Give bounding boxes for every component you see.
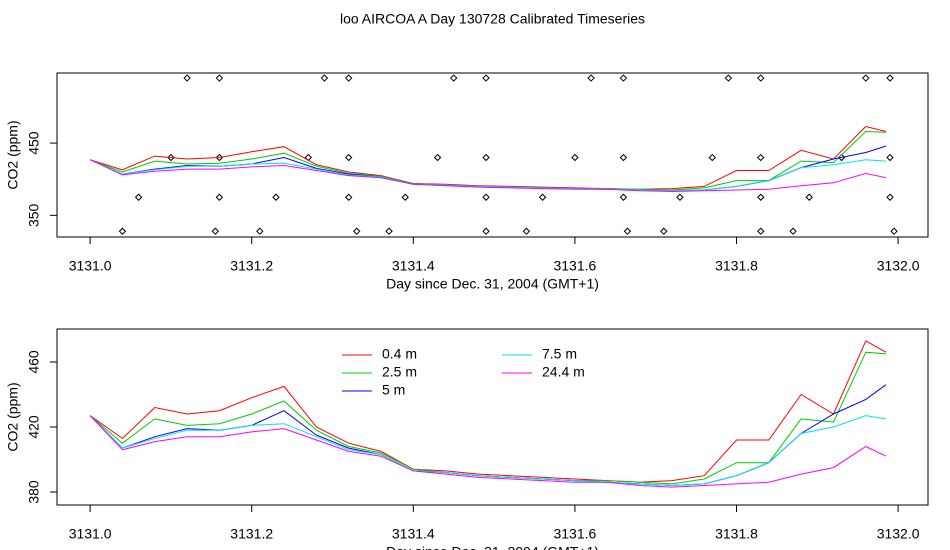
x-tick-label: 3131.4 bbox=[392, 258, 435, 274]
legend-label: 0.4 m bbox=[382, 346, 417, 362]
legend-label: 24.4 m bbox=[542, 364, 585, 380]
marker bbox=[320, 74, 329, 82]
marker bbox=[805, 193, 813, 201]
x-tick-label: 3132.0 bbox=[877, 526, 920, 542]
marker bbox=[571, 153, 579, 162]
marker bbox=[623, 227, 632, 235]
x-tick-label: 3131.2 bbox=[230, 258, 273, 274]
marker bbox=[211, 227, 220, 235]
series-line bbox=[89, 340, 887, 483]
series-line bbox=[89, 145, 887, 192]
marker bbox=[215, 193, 224, 201]
marker bbox=[344, 193, 353, 201]
x-tick-label: 3131.4 bbox=[392, 526, 435, 542]
marker bbox=[134, 193, 143, 201]
marker bbox=[708, 153, 716, 162]
marker bbox=[724, 74, 733, 82]
series-line bbox=[89, 159, 887, 192]
marker bbox=[886, 193, 894, 201]
marker bbox=[385, 227, 393, 235]
marker bbox=[757, 153, 765, 162]
marker bbox=[183, 74, 191, 82]
marker bbox=[619, 74, 628, 82]
marker bbox=[482, 227, 490, 235]
y-tick-label: 460 bbox=[26, 350, 42, 374]
y-tick-label: 450 bbox=[26, 131, 42, 155]
marker bbox=[256, 227, 264, 235]
marker bbox=[619, 153, 628, 162]
marker bbox=[215, 74, 224, 82]
x-axis-label: Day since Dec. 31, 2004 (GMT+1) bbox=[386, 544, 599, 550]
y-tick-label: 350 bbox=[26, 203, 42, 227]
marker bbox=[890, 227, 898, 235]
marker bbox=[660, 227, 668, 235]
y-axis-label: CO2 (ppm) bbox=[5, 382, 21, 451]
series-line bbox=[89, 384, 887, 487]
marker bbox=[450, 74, 458, 82]
x-tick-label: 3131.0 bbox=[69, 258, 112, 274]
x-tick-label: 3131.6 bbox=[553, 258, 596, 274]
marker bbox=[538, 193, 547, 201]
marker bbox=[619, 193, 628, 201]
marker bbox=[482, 153, 490, 162]
series-line bbox=[89, 125, 887, 190]
x-tick-label: 3131.6 bbox=[553, 526, 596, 542]
series-line bbox=[89, 351, 887, 485]
marker bbox=[215, 153, 224, 162]
plot-frame bbox=[56, 328, 929, 506]
marker bbox=[789, 227, 797, 235]
legend-label: 5 m bbox=[382, 382, 405, 398]
x-tick-label: 3131.2 bbox=[230, 526, 273, 542]
marker bbox=[272, 193, 280, 201]
marker bbox=[433, 153, 442, 162]
marker bbox=[587, 74, 595, 82]
plot-frame bbox=[56, 72, 929, 238]
y-axis-label: CO2 (ppm) bbox=[5, 120, 21, 189]
marker bbox=[401, 193, 409, 201]
marker bbox=[676, 193, 684, 201]
marker bbox=[482, 74, 490, 82]
marker bbox=[118, 227, 127, 235]
legend-label: 7.5 m bbox=[542, 346, 577, 362]
marker bbox=[757, 193, 765, 201]
x-tick-label: 3131.0 bbox=[69, 526, 112, 542]
x-tick-label: 3132.0 bbox=[877, 258, 920, 274]
marker bbox=[886, 74, 894, 82]
marker bbox=[353, 227, 361, 235]
marker bbox=[757, 74, 765, 82]
legend-label: 2.5 m bbox=[382, 364, 417, 380]
marker bbox=[482, 193, 490, 201]
x-axis-label: Day since Dec. 31, 2004 (GMT+1) bbox=[386, 276, 599, 292]
marker bbox=[886, 153, 894, 162]
chart-title: loo AIRCOA A Day 130728 Calibrated Times… bbox=[340, 11, 645, 27]
series-line bbox=[89, 159, 887, 193]
marker bbox=[862, 74, 870, 82]
marker bbox=[344, 74, 353, 82]
marker bbox=[167, 153, 175, 162]
y-tick-label: 380 bbox=[26, 480, 42, 504]
series-line bbox=[89, 415, 887, 487]
x-tick-label: 3131.8 bbox=[715, 258, 758, 274]
x-tick-label: 3131.8 bbox=[715, 526, 758, 542]
marker bbox=[344, 153, 353, 162]
marker bbox=[522, 227, 531, 235]
y-tick-label: 420 bbox=[26, 415, 42, 439]
series-line bbox=[89, 415, 887, 488]
marker bbox=[757, 227, 765, 235]
